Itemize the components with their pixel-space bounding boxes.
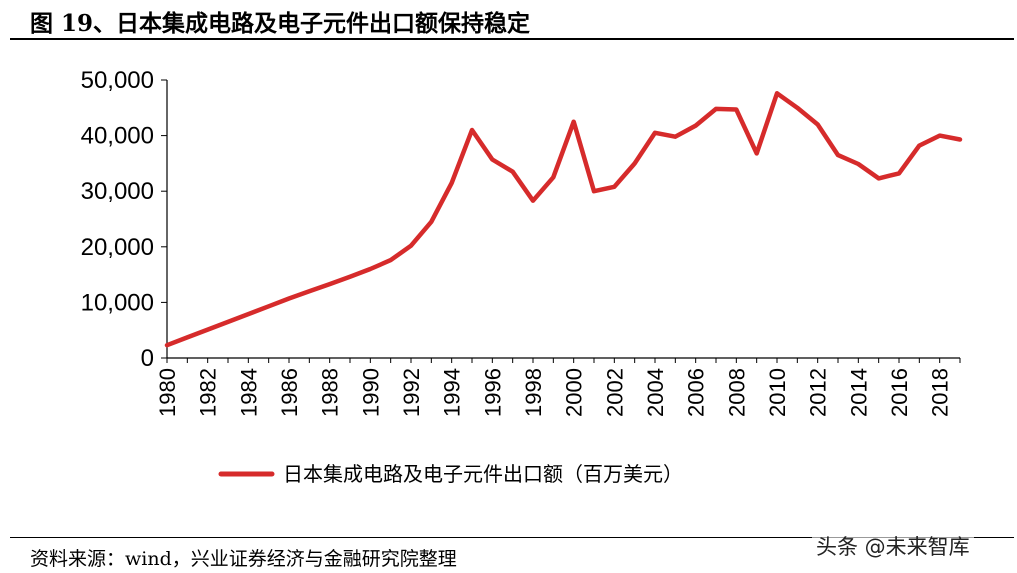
source-rule: [10, 537, 1014, 538]
x-tick-label: 2006: [684, 368, 709, 417]
y-tick-label: 50,000: [81, 67, 154, 94]
source-note: 资料来源：wind，兴业证券经济与金融研究院整理: [30, 548, 457, 570]
x-tick-label: 2010: [765, 368, 790, 417]
x-tick-label: 1990: [358, 368, 383, 417]
legend: 日本集成电路及电子元件出口额（百万美元）: [218, 462, 683, 486]
y-tick-label: 30,000: [81, 178, 154, 205]
y-tick-label: 40,000: [81, 123, 154, 150]
x-tick-label: 2016: [887, 368, 912, 417]
watermark: 头条 @未来智库: [812, 531, 974, 561]
series-layer: [164, 91, 963, 348]
y-tick-label: 10,000: [81, 289, 154, 316]
x-tick-label: 1998: [521, 368, 546, 417]
x-tick-label: 2018: [928, 368, 953, 417]
x-tick-label: 2002: [602, 368, 627, 417]
axes: [161, 79, 961, 363]
line-chart: 0 10,000 20,000 30,000 40,000 50,000 1980 1982…: [81, 67, 963, 486]
x-tick-label: 1996: [480, 368, 505, 417]
title-rule: [10, 38, 1014, 40]
x-tick-label: 2014: [846, 368, 871, 417]
x-tick-label: 1984: [236, 368, 261, 417]
x-tick-label: 1986: [277, 368, 302, 417]
figure-title: 图 19、日本集成电路及电子元件出口额保持稳定: [30, 10, 531, 37]
x-tick-label: 2012: [806, 368, 831, 417]
y-tick-label: 0: [141, 345, 154, 372]
legend-label: 日本集成电路及电子元件出口额（百万美元）: [283, 462, 683, 486]
x-tick-label: 1980: [155, 368, 180, 417]
x-tick-label: 2008: [724, 368, 749, 417]
x-tick-label: 1982: [196, 368, 221, 417]
x-tick-label: 2004: [643, 368, 668, 417]
x-tick-label: 1994: [440, 368, 465, 417]
series-line: [164, 91, 963, 348]
x-tick-label: 2000: [562, 368, 587, 417]
x-tick-label: 1988: [318, 368, 343, 417]
x-tick-labels: 1980 1982 1984 1986 1988 1990 1992 1994 1996 1998…: [155, 368, 953, 417]
y-tick-labels: 0 10,000 20,000 30,000 40,000 50,000: [81, 67, 154, 372]
y-tick-label: 20,000: [81, 234, 154, 261]
x-tick-label: 1992: [399, 368, 424, 417]
